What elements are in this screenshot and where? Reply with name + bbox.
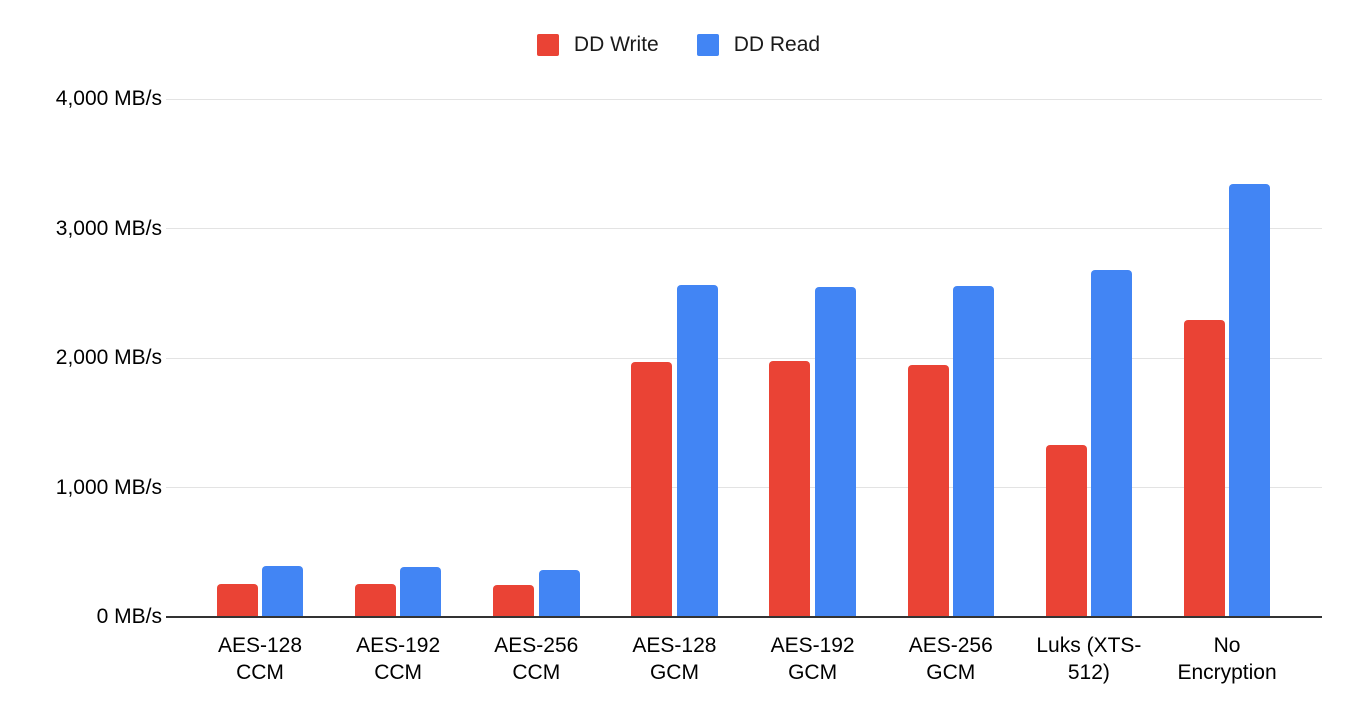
x-axis-label-aes-192-ccm: AES-192 CCM: [356, 634, 441, 684]
bar-dd-read-aes-256-ccm[interactable]: [538, 569, 580, 617]
x-axis-label-aes-256-ccm: AES-256 CCM: [494, 634, 579, 684]
bar-dd-read-luks-xts-512[interactable]: [1091, 269, 1133, 617]
x-axis-label-aes-128-ccm: AES-128 CCM: [217, 634, 303, 684]
bar-dd-write-aes-128-gcm[interactable]: [631, 361, 673, 617]
y-axis-tick-4-000-mb-s: 4,000 MB/s: [55, 87, 162, 110]
x-axis-label-aes-256-gcm: AES-256 GCM: [908, 634, 993, 684]
bar-dd-write-aes-192-ccm[interactable]: [354, 584, 396, 617]
gridline-2-000-mb-s: [166, 357, 1322, 359]
x-axis-label-aes-192-gcm: AES-192 GCM: [770, 634, 855, 684]
legend-item-dd-read[interactable]: DD Read: [696, 33, 821, 57]
legend-swatch-dd-read: [696, 34, 719, 56]
gridline-3-000-mb-s: [166, 228, 1322, 229]
bar-dd-read-aes-192-ccm[interactable]: [400, 567, 442, 617]
bar-dd-write-aes-128-ccm[interactable]: [216, 583, 258, 617]
bar-dd-read-aes-192-gcm[interactable]: [814, 287, 856, 617]
bar-dd-write-aes-256-ccm[interactable]: [493, 584, 535, 617]
bar-dd-write-aes-256-gcm[interactable]: [907, 365, 949, 617]
bar-dd-write-luks-xts-512[interactable]: [1045, 444, 1087, 617]
bar-dd-read-aes-128-gcm[interactable]: [676, 285, 718, 617]
chart-legend: DD Write DD Read: [0, 33, 1357, 57]
y-axis-tick-3-000-mb-s: 3,000 MB/s: [55, 216, 162, 240]
legend-item-dd-write[interactable]: DD Write: [536, 33, 659, 57]
y-axis-tick-0-mb-s: 0 MB/s: [96, 605, 162, 628]
x-axis-label-luks-xts-512: Luks (XTS- 512): [1036, 634, 1142, 684]
y-axis-tick-2-000-mb-s: 2,000 MB/s: [55, 346, 162, 369]
bar-dd-read-no-encryption[interactable]: [1229, 184, 1271, 617]
y-axis-tick-1-000-mb-s: 1,000 MB/s: [55, 475, 162, 499]
bar-dd-read-aes-128-ccm[interactable]: [262, 566, 304, 617]
legend-label-dd-read: DD Read: [733, 33, 821, 56]
legend-label-dd-write: DD Write: [573, 33, 659, 56]
bar-dd-read-aes-256-gcm[interactable]: [953, 286, 994, 617]
bar-dd-write-no-encryption[interactable]: [1183, 320, 1225, 617]
legend-swatch-dd-write: [536, 34, 559, 56]
x-axis-label-aes-128-gcm: AES-128 GCM: [632, 634, 717, 684]
gridline-1-000-mb-s: [166, 487, 1322, 488]
x-axis-line: [166, 616, 1322, 618]
bar-dd-write-aes-192-gcm[interactable]: [769, 361, 811, 617]
x-axis-label-no-encryption: No Encryption: [1177, 634, 1277, 684]
gridline-4-000-mb-s: [166, 98, 1322, 100]
